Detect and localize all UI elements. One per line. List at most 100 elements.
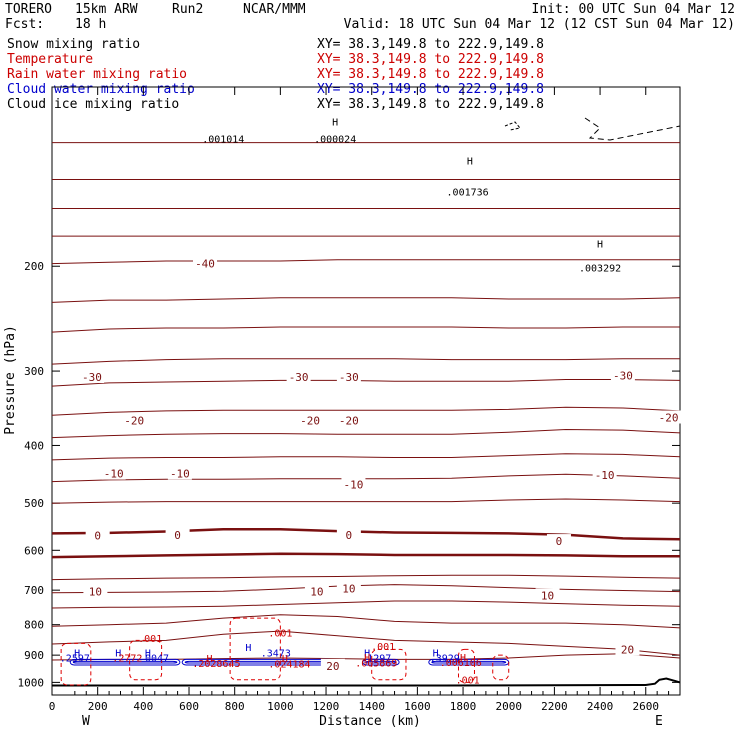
y-tick-label: 400 <box>24 439 44 452</box>
isotherm-line <box>51 326 680 333</box>
x-tick-label: 400 <box>133 700 153 713</box>
contour-label-bg <box>592 467 617 481</box>
extremum-label: H <box>282 654 288 665</box>
contour-label: 20 <box>326 660 339 673</box>
extremum-label: .001 <box>138 634 162 645</box>
isotherm-line <box>51 498 681 504</box>
contour-label-bg <box>304 584 329 598</box>
x-tick-label: 0 <box>49 700 56 713</box>
extremum-label: .001736 <box>447 187 489 198</box>
extremum-label: .006106 <box>440 658 482 669</box>
y-tick-label: 300 <box>24 365 44 378</box>
contour-label-bg <box>298 413 323 427</box>
contour-label: -10 <box>344 478 364 491</box>
rain-water-contour <box>371 648 407 681</box>
legend-field-xy: XY= 38.3,149.8 to 222.9,149.8 <box>317 37 544 52</box>
x-tick-label: 1400 <box>358 700 385 713</box>
extremum-label: H <box>433 649 439 660</box>
contour-label: -10 <box>595 469 615 482</box>
cloud-water-contour <box>365 660 397 664</box>
y-tick-label: 1000 <box>18 676 45 689</box>
forecast-label: Fcst: <box>5 17 44 32</box>
isotherm-line <box>51 406 681 416</box>
contour-label: -30 <box>339 371 359 384</box>
contour-label-bg <box>79 370 104 384</box>
contour-label-bg <box>193 256 218 270</box>
extremum-label: .001 <box>268 629 292 640</box>
isotherm-line <box>51 379 681 387</box>
legend-field-xy: XY= 38.3,149.8 to 222.9,149.8 <box>317 82 544 97</box>
contour-label-bg <box>83 584 108 598</box>
rain-water-contour <box>492 654 510 681</box>
x-tick-label: 1200 <box>313 700 340 713</box>
x-tick-label: 2600 <box>632 700 659 713</box>
init-time: Init: 00 UTC Sun 04 Mar 12 <box>532 2 736 17</box>
extremum-label: .001014 <box>202 135 244 146</box>
x-tick-label: 1800 <box>450 700 477 713</box>
rain-water-contour <box>229 617 281 681</box>
contour-label: -20 <box>339 414 359 427</box>
contour-labels: -40 -30 -30 -30 -30 -20 -20 -20 -20 -10 -10 -10 -10 0… <box>60 117 681 686</box>
extremum-label: 0047 <box>145 653 169 664</box>
contour-label: -20 <box>124 414 144 427</box>
x-tick-label: 200 <box>88 700 108 713</box>
isotherm-line <box>51 574 681 581</box>
contour-label: 20 <box>621 643 634 656</box>
isotherm-line <box>51 358 680 365</box>
legend-field-name: Temperature <box>7 52 93 67</box>
y-tick-label: 800 <box>24 619 44 632</box>
contour-label: -30 <box>613 369 633 382</box>
contour-label-bg <box>336 413 361 427</box>
contour-label-bg <box>167 466 192 480</box>
field-legend: Snow mixing ratio XY= 38.3,149.8 to 222.9… <box>7 37 544 112</box>
extremum-label: .3929 <box>430 653 460 664</box>
contour-label: -30 <box>289 371 309 384</box>
legend-field-xy: XY= 38.3,149.8 to 222.9,149.8 <box>317 67 544 82</box>
extremum-label: H <box>597 239 603 250</box>
plot-frame: 0 200 400 600 800 1000 1200 1400 1600 1800 2000 220… <box>18 86 681 713</box>
east-label: E <box>655 714 663 729</box>
snow-contour <box>584 117 681 141</box>
y-tick-label: 700 <box>24 584 44 597</box>
x-tick-label: 2200 <box>541 700 568 713</box>
rain-water-contour <box>457 648 475 683</box>
plot-border <box>51 86 681 696</box>
y-tick-label: 200 <box>24 260 44 273</box>
cloud-water-contour <box>72 660 178 664</box>
extremum-label: H <box>245 643 251 654</box>
valid-time: Valid: 18 UTC Sun 04 Mar 12 (12 CST Sun … <box>344 17 735 32</box>
extremum-label: .2028645 <box>192 659 240 670</box>
legend-field-xy: XY= 38.3,149.8 to 222.9,149.8 <box>317 52 544 67</box>
terrain-line <box>52 677 681 687</box>
legend-field-name: Cloud water mixing ratio <box>7 82 195 97</box>
forecast-hours: 18 h <box>75 17 106 32</box>
extremum-label: .1297 <box>361 653 391 664</box>
contour-label-bg <box>320 658 345 672</box>
contour-label-bg <box>165 527 190 541</box>
contour-label: -20 <box>300 414 320 427</box>
contour-label: -10 <box>104 468 124 481</box>
contour-label: 0 <box>94 530 101 543</box>
extremum-label: .001 <box>371 642 395 653</box>
y-tick-label: 500 <box>24 497 44 510</box>
isotherm-line <box>51 600 681 609</box>
isotherm-line <box>51 428 681 439</box>
isotherm-line <box>51 614 681 629</box>
contour-label-bg <box>610 368 635 382</box>
contour-label-bg <box>546 534 571 548</box>
x-tick-label: 600 <box>179 700 199 713</box>
y-axis-label: Pressure (hPa) <box>3 325 18 435</box>
contour-label-bg <box>336 370 361 384</box>
contour-label-bg <box>101 466 126 480</box>
extremum-label: H <box>364 653 370 664</box>
extremum-label: .024184 <box>268 659 310 670</box>
isotherm-line <box>51 584 681 594</box>
contour-label: -30 <box>82 371 102 384</box>
isotherm-line <box>51 453 681 461</box>
extremum-label: H <box>332 117 338 128</box>
hydrometeor-contours <box>60 117 681 686</box>
rain-water-contour <box>129 639 163 681</box>
contour-label: -20 <box>659 411 679 424</box>
extremum-label: .2772 <box>112 653 142 664</box>
isotherm-line <box>51 297 681 303</box>
